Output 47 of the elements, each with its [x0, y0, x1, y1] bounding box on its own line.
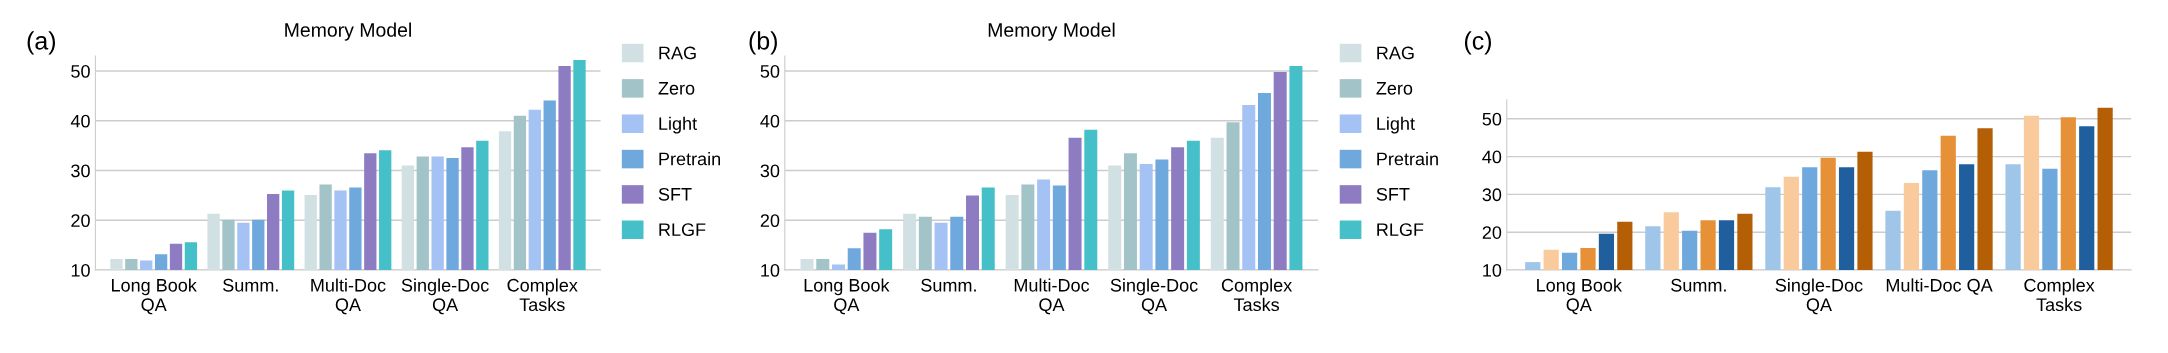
chart-title: Memory Model	[285, 22, 411, 41]
legend-label: RLGF	[659, 223, 706, 237]
legend-label: RLGF	[1377, 223, 1424, 237]
legend-label: SFT	[658, 187, 692, 201]
y-tick-label: 50	[760, 64, 780, 78]
x-tick-label: Multi-Doc QA	[1014, 278, 1090, 315]
legend-label: RAG	[659, 46, 696, 60]
y-tick-label: 30	[1482, 188, 1502, 202]
legend-label: Pretrain	[659, 152, 720, 166]
legend-label: SFT	[1376, 187, 1410, 201]
x-tick-label: Multi-Doc QA	[311, 278, 386, 315]
chart-title: Memory Model	[988, 22, 1115, 41]
y-tick-label: 20	[1482, 226, 1502, 239]
y-tick-label: 40	[760, 114, 780, 128]
x-tick-label: Complex Tasks	[507, 278, 578, 312]
y-tick-label: 10	[761, 263, 780, 277]
text: (a)	[27, 31, 56, 55]
legend-label: Zero	[1376, 82, 1413, 95]
y-tick-label: 50	[71, 64, 90, 78]
x-tick-label: Long Book QA	[804, 278, 890, 315]
y-tick-label: 10	[1483, 263, 1502, 277]
y-tick-label: 30	[71, 164, 90, 178]
x-tick-label: Single-Doc QA	[1110, 278, 1198, 315]
y-tick-label: 20	[760, 214, 780, 228]
x-tick-label: Complex Tasks	[2024, 278, 2095, 312]
x-tick-label: Long Book QA	[1537, 278, 1622, 315]
x-tick-label: Complex Tasks	[1221, 278, 1293, 312]
y-tick-label: 10	[71, 263, 90, 277]
x-tick-label: Summ.	[921, 278, 976, 292]
x-tick-label: Single-Doc QA	[1775, 278, 1863, 315]
y-tick-label: 30	[760, 164, 780, 178]
text: (c)	[1464, 31, 1491, 55]
text: (b)	[749, 31, 777, 55]
x-tick-label: Multi-Doc QA	[1886, 278, 1993, 295]
y-tick-label: 20	[71, 214, 90, 228]
y-tick-label: 40	[1482, 150, 1502, 164]
legend-label: Light	[659, 116, 697, 134]
legend-label: Zero	[658, 82, 695, 95]
y-tick-label: 50	[1482, 112, 1502, 126]
x-tick-label: Long Book QA	[111, 278, 197, 315]
legend-label: Light	[1377, 116, 1415, 134]
x-tick-label: Single-Doc QA	[401, 278, 489, 315]
y-tick-label: 40	[70, 114, 90, 128]
x-tick-label: Summ.	[1671, 278, 1726, 292]
legend-label: RAG	[1377, 46, 1414, 60]
legend-label: Pretrain	[1377, 152, 1438, 166]
x-tick-label: Summ.	[223, 278, 278, 292]
